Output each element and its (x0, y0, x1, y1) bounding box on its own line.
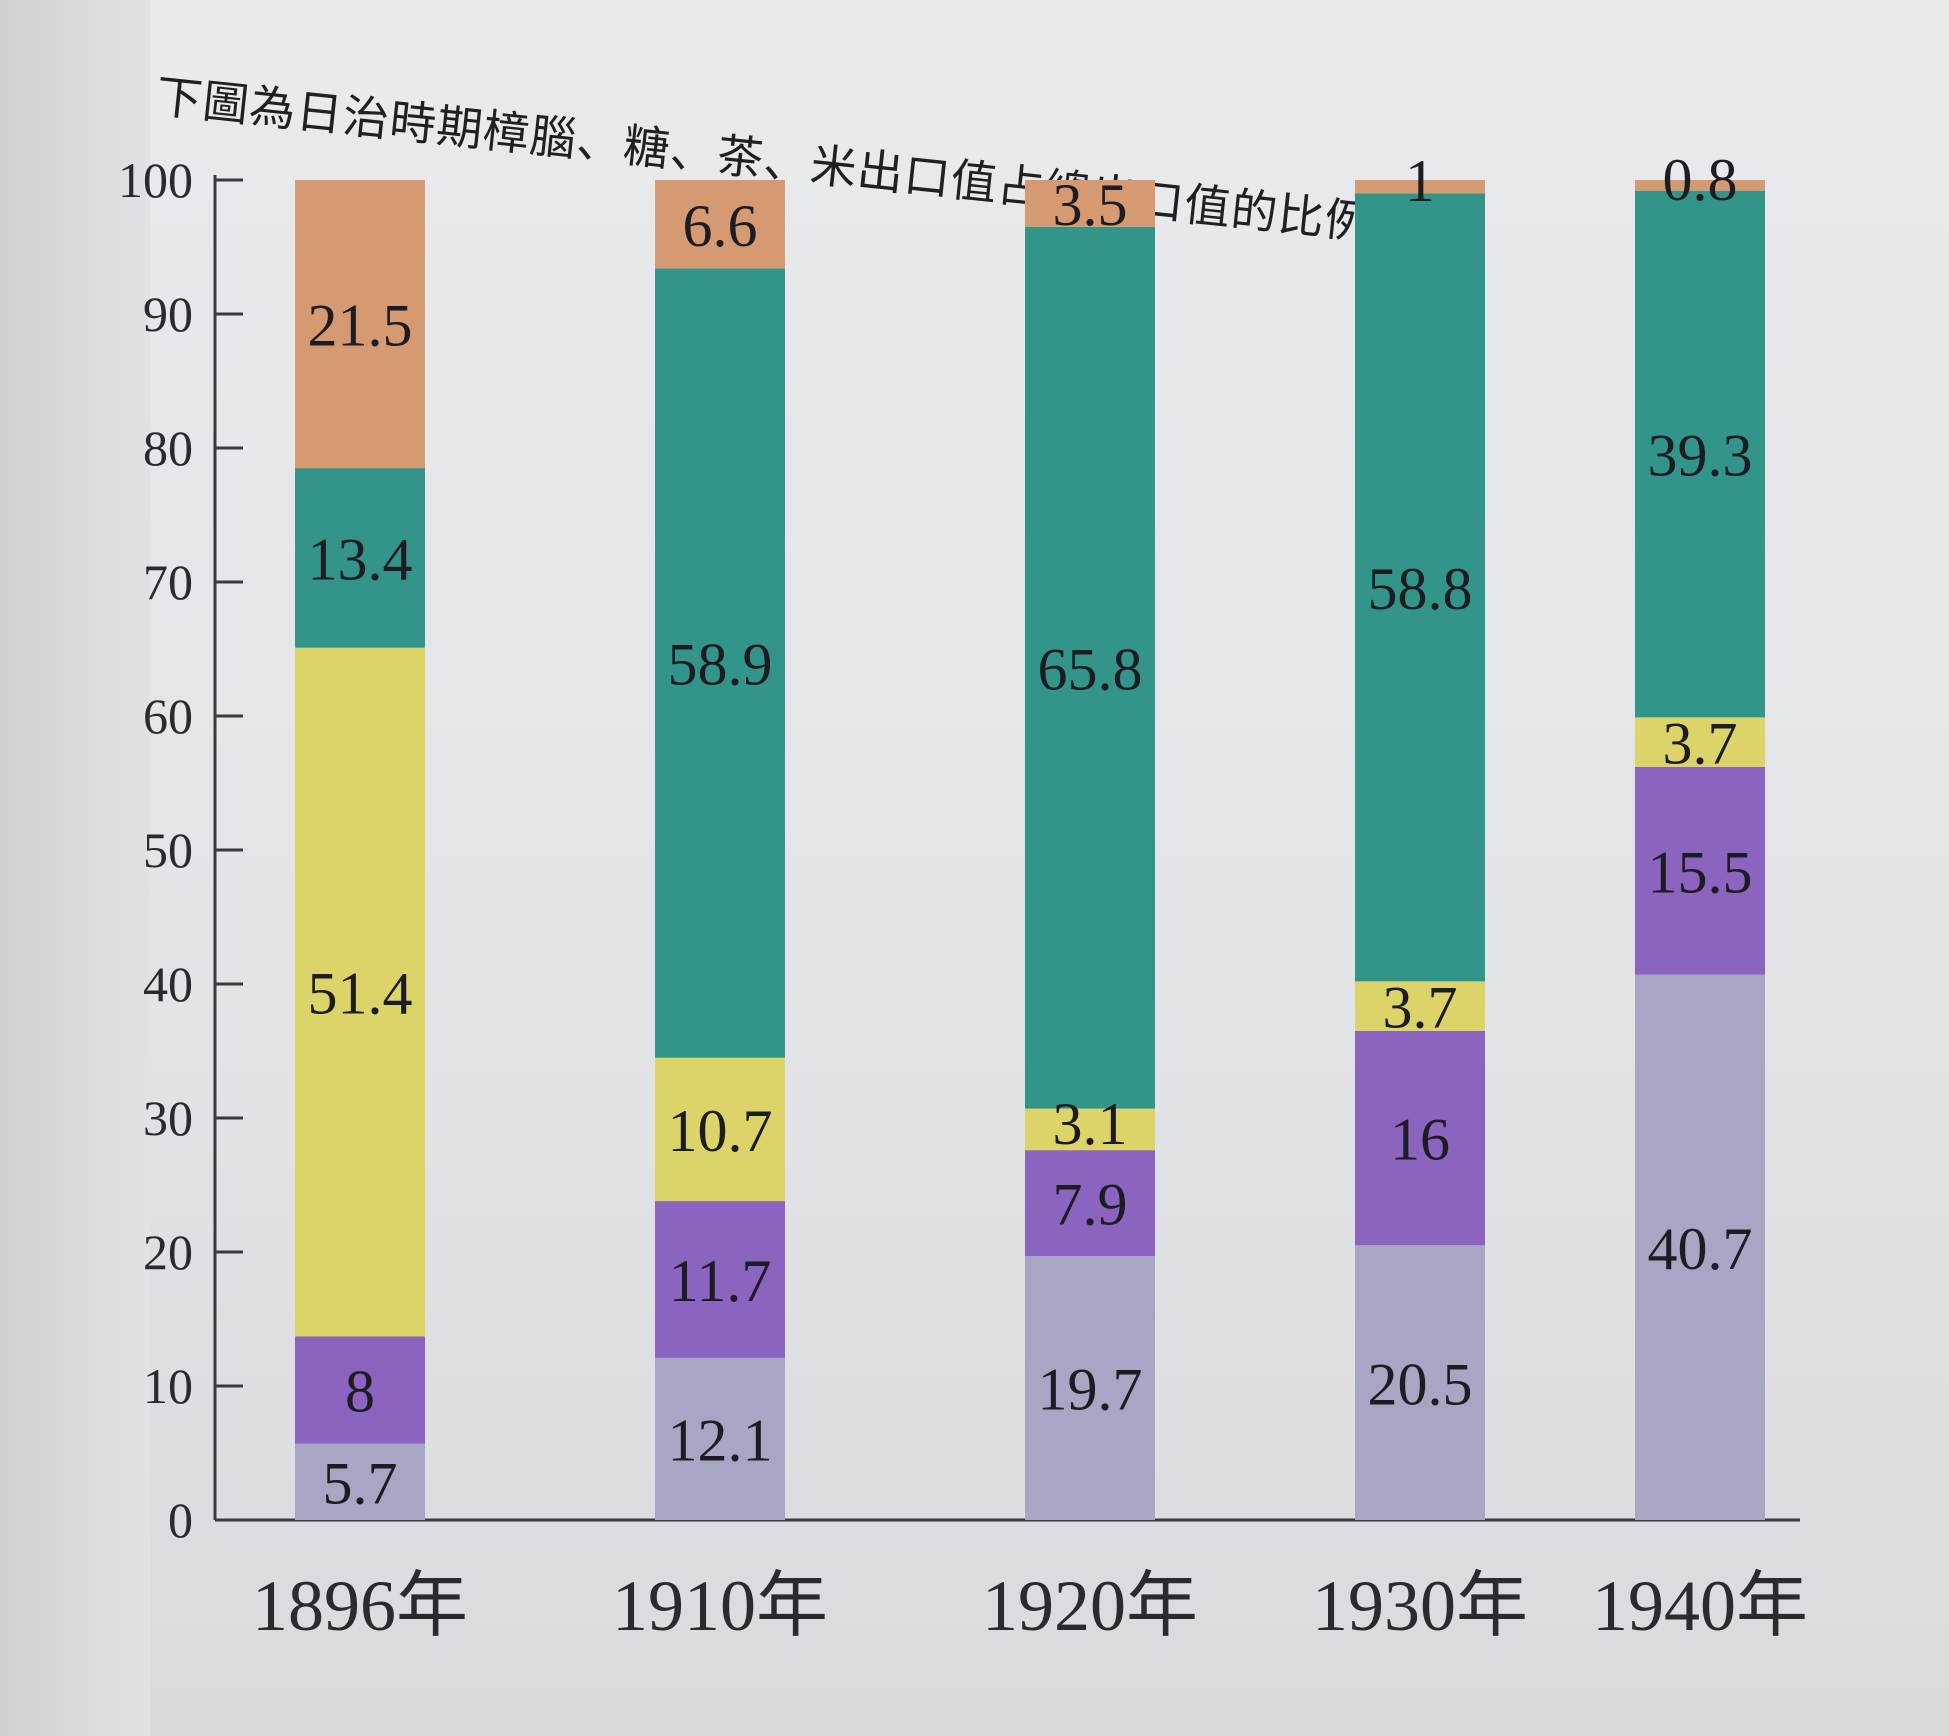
y-tick-label: 40 (143, 956, 193, 1012)
bar-segment (1025, 1256, 1155, 1520)
bar-segment (1635, 180, 1765, 191)
bar-segment (655, 1201, 785, 1358)
bar-segment (1635, 190, 1765, 718)
data-label: 6.6 (683, 193, 758, 259)
y-tick-label: 20 (143, 1224, 193, 1280)
data-label: 65.8 (1038, 636, 1143, 702)
category-label: 1940年 (1592, 1566, 1808, 1646)
data-label: 3.7 (1663, 711, 1738, 777)
y-tick-label: 100 (118, 152, 193, 208)
data-label: 7.9 (1053, 1172, 1128, 1238)
y-tick-label: 0 (168, 1492, 193, 1548)
bar-segment (655, 1357, 785, 1520)
bar-segment (295, 1443, 425, 1520)
bars (295, 180, 1765, 1520)
data-labels: 5.7 8 51.4 13.4 21.5 12.1 11.7 10.7 58.9 6.6 19.7 7… (308, 147, 1753, 1517)
bar-segment (1025, 180, 1155, 227)
data-label: 58.9 (668, 632, 773, 698)
bar-segment (1025, 226, 1155, 1109)
bar-segment (1355, 981, 1485, 1031)
bar-segment (295, 180, 425, 469)
bar-segment (1635, 766, 1765, 975)
bar-segment (655, 180, 785, 269)
data-label: 40.7 (1648, 1216, 1753, 1282)
bar-segment (655, 1057, 785, 1202)
data-label: 5.7 (323, 1450, 398, 1516)
bar-segment (1635, 974, 1765, 1520)
data-label: 3.7 (1383, 975, 1458, 1041)
data-label: 20.5 (1368, 1351, 1473, 1417)
y-tick-label: 50 (143, 822, 193, 878)
category-label: 1920年 (982, 1566, 1198, 1646)
data-label: 1 (1405, 148, 1435, 214)
bar-segment (1025, 1150, 1155, 1257)
y-tick-label: 30 (143, 1090, 193, 1146)
category-label: 1910年 (612, 1566, 828, 1646)
bar-segment (1355, 193, 1485, 982)
bar-segment (1355, 1245, 1485, 1520)
data-label: 8 (345, 1359, 375, 1425)
bar-segment (295, 468, 425, 648)
bar-segment (295, 1336, 425, 1444)
y-tick-label: 10 (143, 1358, 193, 1414)
category-label: 1930年 (1312, 1566, 1528, 1646)
y-tick-label: 90 (143, 286, 193, 342)
data-label: 10.7 (668, 1098, 773, 1164)
bar-segment (1635, 717, 1765, 767)
data-label: 19.7 (1038, 1357, 1143, 1423)
data-label: 13.4 (308, 526, 413, 592)
y-tick-label: 80 (143, 420, 193, 476)
data-label: 21.5 (308, 293, 413, 359)
book-gutter (0, 0, 150, 1736)
data-label: 15.5 (1648, 839, 1753, 905)
data-label: 3.5 (1053, 172, 1128, 238)
data-label: 3.1 (1053, 1091, 1128, 1157)
data-label: 11.7 (669, 1248, 772, 1314)
category-label: 1896年 (252, 1566, 468, 1646)
bar-segment (295, 647, 425, 1337)
y-axis: 0 10 20 30 40 50 60 70 80 90 100 (118, 152, 1800, 1548)
data-label: 58.8 (1368, 556, 1473, 622)
data-label: 39.3 (1648, 423, 1753, 489)
x-axis-labels: 1896年 1910年 1920年 1930年 1940年 (252, 1566, 1808, 1646)
bar-segment (1025, 1108, 1155, 1151)
data-label: 16 (1390, 1107, 1450, 1173)
y-tick-label: 60 (143, 688, 193, 744)
data-label: 12.1 (668, 1408, 773, 1474)
bar-segment (1355, 1030, 1485, 1246)
bar-segment (1355, 180, 1485, 194)
y-tick-label: 70 (143, 554, 193, 610)
data-label: 0.8 (1663, 147, 1738, 213)
data-label: 51.4 (308, 961, 413, 1027)
bar-segment (655, 268, 785, 1058)
